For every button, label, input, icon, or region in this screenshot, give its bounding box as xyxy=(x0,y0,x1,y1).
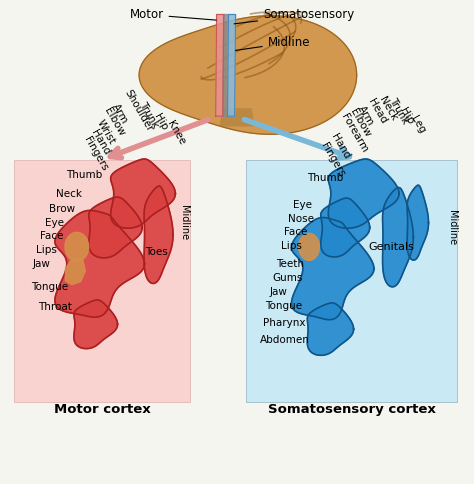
Text: Fingers: Fingers xyxy=(319,141,346,179)
Polygon shape xyxy=(223,15,228,116)
Text: Tongue: Tongue xyxy=(265,301,302,311)
Text: Genitals: Genitals xyxy=(369,242,415,252)
Text: Hand: Hand xyxy=(329,132,352,161)
Text: Hand: Hand xyxy=(89,128,111,157)
Polygon shape xyxy=(220,109,254,126)
Polygon shape xyxy=(111,159,175,228)
Polygon shape xyxy=(89,197,142,258)
Polygon shape xyxy=(216,15,224,116)
Text: Motor: Motor xyxy=(129,8,216,21)
Text: Toes: Toes xyxy=(145,247,167,257)
Text: Throat: Throat xyxy=(38,302,72,312)
Text: Nose: Nose xyxy=(288,214,314,224)
Text: Face: Face xyxy=(40,231,64,241)
Text: Abdomen: Abdomen xyxy=(260,335,310,345)
Text: Eye: Eye xyxy=(293,200,312,210)
Text: Somatosensory cortex: Somatosensory cortex xyxy=(268,404,436,416)
Polygon shape xyxy=(299,233,319,260)
Text: Arm: Arm xyxy=(110,102,130,125)
Text: Thumb: Thumb xyxy=(66,170,102,180)
Text: Motor cortex: Motor cortex xyxy=(54,404,150,416)
Polygon shape xyxy=(65,232,89,261)
Text: Gums: Gums xyxy=(273,273,303,283)
Text: Pharynx: Pharynx xyxy=(263,318,305,328)
Text: Shoulder: Shoulder xyxy=(122,88,154,133)
Text: Brow: Brow xyxy=(49,204,75,214)
Polygon shape xyxy=(228,15,236,116)
Text: Knee: Knee xyxy=(165,119,187,147)
Text: Arm: Arm xyxy=(356,105,376,128)
Polygon shape xyxy=(307,303,354,355)
Text: Hip: Hip xyxy=(152,112,169,132)
Polygon shape xyxy=(321,198,370,257)
Polygon shape xyxy=(74,300,118,348)
Text: Head: Head xyxy=(366,97,389,125)
Polygon shape xyxy=(65,259,85,285)
Text: Fingers: Fingers xyxy=(82,135,109,173)
FancyBboxPatch shape xyxy=(246,160,457,402)
FancyBboxPatch shape xyxy=(14,160,190,402)
Text: Eye: Eye xyxy=(45,218,64,227)
Polygon shape xyxy=(144,186,173,284)
Polygon shape xyxy=(383,187,413,287)
Text: Hip: Hip xyxy=(398,106,416,126)
Text: Midline: Midline xyxy=(447,210,456,245)
Text: Jaw: Jaw xyxy=(269,287,287,297)
Text: Trunk: Trunk xyxy=(137,100,160,130)
Text: Teeth: Teeth xyxy=(276,259,304,269)
Polygon shape xyxy=(292,217,374,320)
Text: Trunk: Trunk xyxy=(388,96,410,126)
Text: Jaw: Jaw xyxy=(32,259,50,269)
Text: Neck: Neck xyxy=(377,95,399,122)
Text: Midline: Midline xyxy=(179,205,189,240)
Text: Leg: Leg xyxy=(409,114,427,136)
Text: Elbow: Elbow xyxy=(348,107,373,139)
Polygon shape xyxy=(328,159,399,228)
Text: Midline: Midline xyxy=(236,36,310,50)
Polygon shape xyxy=(407,185,428,260)
Text: Face: Face xyxy=(284,227,308,237)
Text: Elbow: Elbow xyxy=(102,106,126,138)
Text: Somatosensory: Somatosensory xyxy=(234,8,355,24)
Polygon shape xyxy=(55,211,145,317)
Text: Lips: Lips xyxy=(281,241,301,251)
Text: Forearm: Forearm xyxy=(339,112,369,154)
Polygon shape xyxy=(139,15,356,135)
Text: Tongue: Tongue xyxy=(31,282,68,291)
Text: Wrist: Wrist xyxy=(95,118,117,146)
Text: Thumb: Thumb xyxy=(307,173,343,183)
Text: Neck: Neck xyxy=(56,189,82,198)
Text: Lips: Lips xyxy=(36,245,56,255)
